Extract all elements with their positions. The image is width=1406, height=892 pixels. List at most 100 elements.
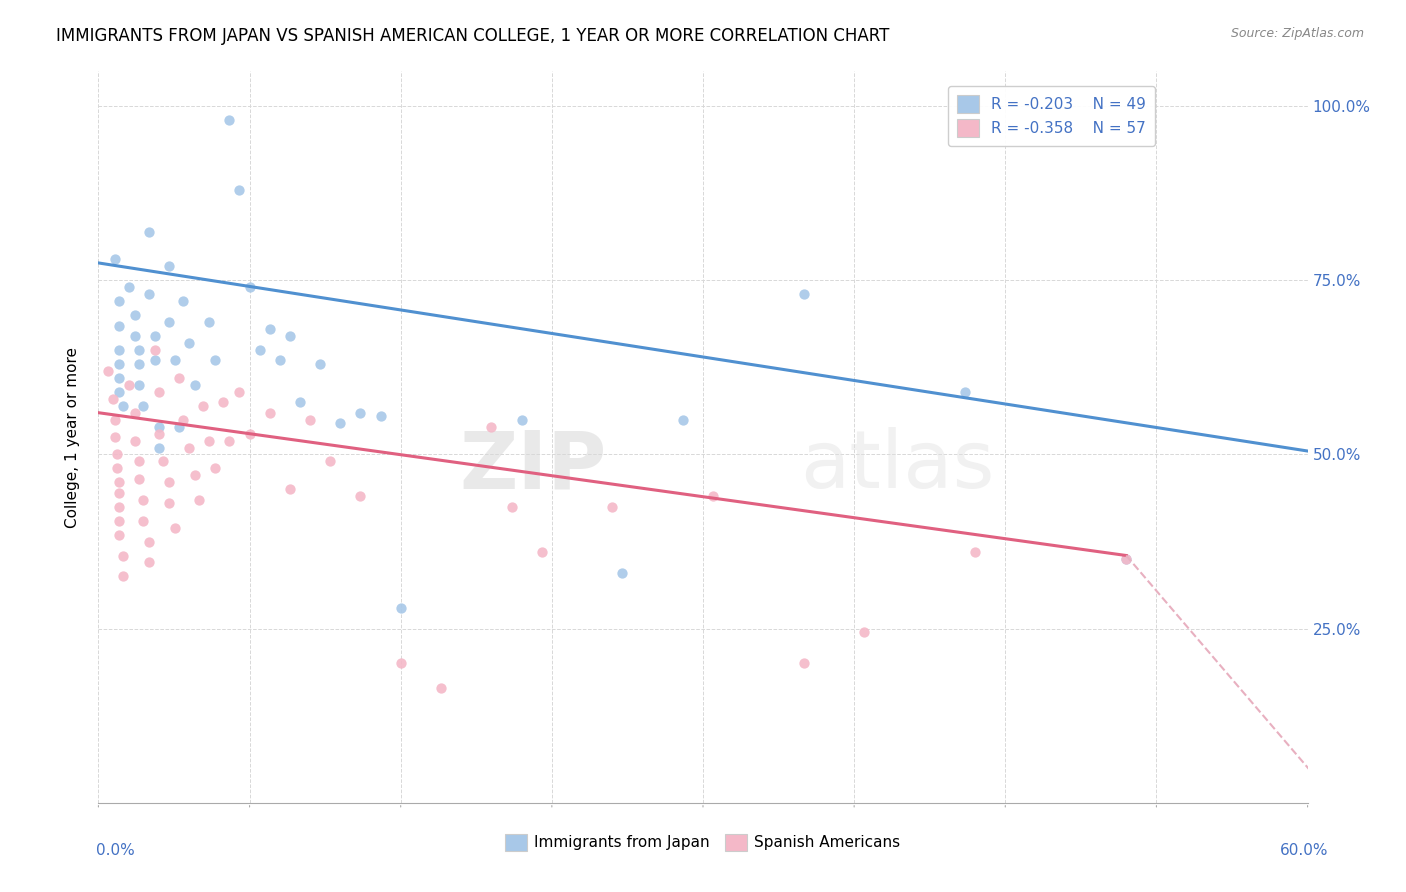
- Point: [157, 315, 180, 329]
- Point: [319, 454, 342, 468]
- Point: [157, 496, 180, 510]
- Point: [107, 384, 129, 399]
- Point: [124, 308, 146, 322]
- Point: [278, 329, 301, 343]
- Point: [953, 384, 976, 399]
- Point: [212, 395, 235, 409]
- Point: [107, 371, 129, 385]
- Point: [163, 521, 186, 535]
- Point: [299, 412, 322, 426]
- Point: [107, 357, 129, 371]
- Point: [389, 600, 412, 615]
- Point: [184, 377, 207, 392]
- Point: [188, 492, 211, 507]
- Point: [309, 357, 332, 371]
- Text: IMMIGRANTS FROM JAPAN VS SPANISH AMERICAN COLLEGE, 1 YEAR OR MORE CORRELATION CH: IMMIGRANTS FROM JAPAN VS SPANISH AMERICA…: [56, 27, 890, 45]
- Point: [672, 412, 695, 426]
- Point: [1115, 552, 1137, 566]
- Point: [107, 527, 129, 541]
- Text: 60.0%: 60.0%: [1281, 843, 1329, 858]
- Point: [103, 430, 125, 444]
- Point: [179, 441, 201, 455]
- Point: [128, 357, 150, 371]
- Point: [148, 419, 170, 434]
- Text: Source: ZipAtlas.com: Source: ZipAtlas.com: [1230, 27, 1364, 40]
- Point: [259, 322, 281, 336]
- Point: [329, 416, 352, 430]
- Point: [111, 549, 134, 563]
- Point: [198, 434, 221, 448]
- Point: [138, 534, 160, 549]
- Point: [179, 336, 201, 351]
- Point: [118, 280, 141, 294]
- Point: [103, 252, 125, 267]
- Point: [157, 475, 180, 490]
- Point: [430, 681, 453, 695]
- Point: [111, 569, 134, 583]
- Point: [288, 395, 311, 409]
- Point: [124, 329, 146, 343]
- Point: [370, 409, 392, 424]
- Point: [269, 353, 291, 368]
- Point: [148, 441, 170, 455]
- Point: [105, 448, 128, 462]
- Text: ZIP: ZIP: [458, 427, 606, 506]
- Point: [138, 556, 160, 570]
- Point: [111, 399, 134, 413]
- Point: [602, 500, 624, 514]
- Point: [793, 287, 815, 301]
- Point: [128, 377, 150, 392]
- Point: [132, 514, 155, 528]
- Point: [101, 392, 124, 406]
- Point: [349, 489, 371, 503]
- Point: [228, 183, 250, 197]
- Point: [793, 657, 815, 671]
- Point: [965, 545, 987, 559]
- Point: [143, 353, 166, 368]
- Point: [97, 364, 120, 378]
- Point: [143, 329, 166, 343]
- Point: [157, 260, 180, 274]
- Point: [1115, 552, 1137, 566]
- Point: [132, 492, 155, 507]
- Point: [107, 318, 129, 333]
- Point: [148, 426, 170, 441]
- Point: [107, 500, 129, 514]
- Point: [349, 406, 371, 420]
- Point: [128, 343, 150, 357]
- Point: [167, 371, 190, 385]
- Point: [132, 399, 155, 413]
- Point: [218, 113, 240, 128]
- Point: [501, 500, 523, 514]
- Point: [510, 412, 533, 426]
- Point: [143, 343, 166, 357]
- Point: [198, 315, 221, 329]
- Point: [193, 399, 215, 413]
- Point: [107, 485, 129, 500]
- Point: [218, 434, 240, 448]
- Point: [204, 461, 226, 475]
- Point: [702, 489, 724, 503]
- Point: [530, 545, 553, 559]
- Point: [278, 483, 301, 497]
- Point: [172, 412, 194, 426]
- Point: [481, 419, 503, 434]
- Point: [249, 343, 271, 357]
- Point: [259, 406, 281, 420]
- Text: 0.0%: 0.0%: [96, 843, 135, 858]
- Point: [107, 514, 129, 528]
- Point: [128, 472, 150, 486]
- Point: [172, 294, 194, 309]
- Point: [239, 280, 262, 294]
- Point: [612, 566, 634, 580]
- Point: [389, 657, 412, 671]
- Text: atlas: atlas: [800, 427, 994, 506]
- Point: [107, 294, 129, 309]
- Point: [128, 454, 150, 468]
- Point: [239, 426, 262, 441]
- Point: [853, 625, 876, 640]
- Legend: Immigrants from Japan, Spanish Americans: Immigrants from Japan, Spanish Americans: [499, 828, 907, 857]
- Point: [138, 225, 160, 239]
- Point: [103, 412, 125, 426]
- Point: [148, 384, 170, 399]
